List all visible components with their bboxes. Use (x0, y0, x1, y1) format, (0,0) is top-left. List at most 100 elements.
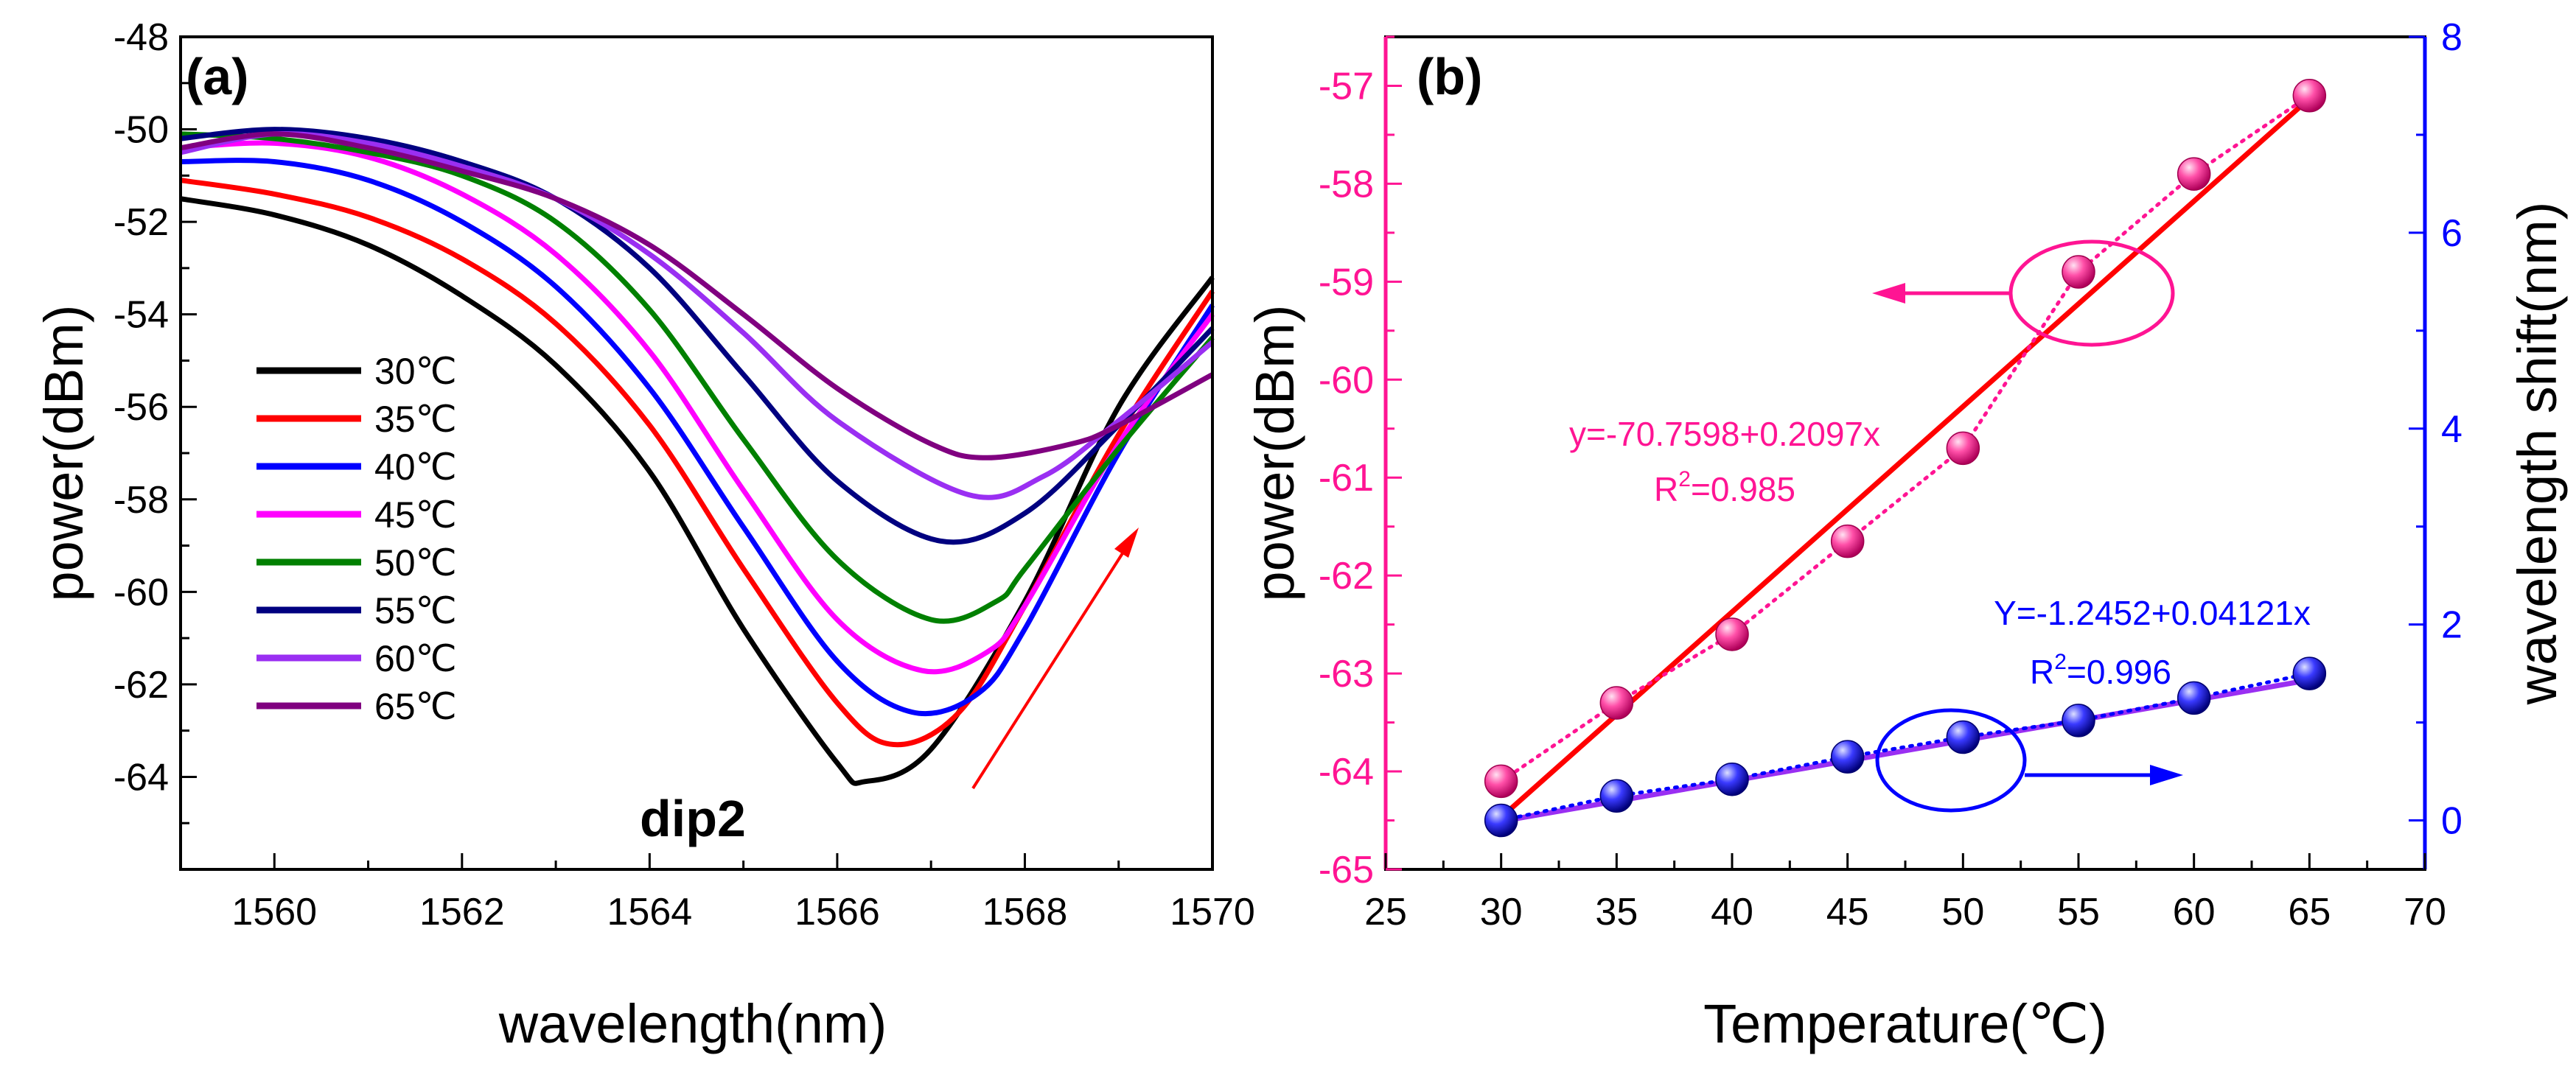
chart-b-x-tick-label: 50 (1941, 891, 1984, 933)
chart-b-point-shift-5 (2062, 704, 2095, 738)
chart-a-legend-label: 65℃ (374, 686, 457, 727)
chart-b-y-left-tick-label: -62 (1319, 555, 1374, 598)
chart-b-markers (1484, 79, 2327, 838)
chart-a-y-tick-label: -52 (114, 201, 169, 244)
chart-b-point-power-6 (2177, 157, 2211, 191)
chart-b-y-left-tick-label: -61 (1319, 457, 1374, 500)
chart-a-y-tick-label: -50 (114, 109, 169, 152)
chart-b-fit-line-0 (1499, 97, 2311, 819)
chart-a-shift-arrow (971, 544, 1129, 790)
chart-a-series-5 (180, 127, 1215, 545)
chart-b-point-power-7 (2292, 79, 2327, 113)
chart-b-y-left-tick-label: -64 (1319, 751, 1374, 794)
chart-b-y-left-tick-label: -57 (1319, 65, 1374, 108)
chart-a-series-4 (180, 131, 1215, 624)
chart-a-series-3 (180, 140, 1215, 675)
chart-b-y-left-tick-label: -58 (1319, 163, 1374, 206)
chart-b-fit-power-r2-value: =0.985 (1691, 470, 1795, 508)
chart-b-x-tick-label: 60 (2173, 891, 2216, 933)
chart-a-series-0 (180, 196, 1215, 786)
chart-a-y-tick-label: -54 (114, 294, 169, 337)
chart-b-dotted-line-0 (1499, 94, 2311, 783)
chart-a-x-axis-label: wavelength(nm) (498, 993, 887, 1054)
chart-a-y-tick-label: -58 (114, 479, 169, 522)
chart-b-point-shift-7 (2292, 656, 2327, 690)
chart-a-x-tick-label: 1568 (982, 891, 1068, 933)
chart-b-fit-shift-r2: R2=0.996 (2030, 650, 2171, 691)
chart-b-point-shift-0 (1484, 803, 1518, 838)
chart-b-point-power-5 (2062, 255, 2095, 289)
chart-a: 1560 1562 1564 1566 1568 1570 -48 -50 -52 -54 -56 -… (33, 16, 1255, 1054)
chart-b-x-tick-label: 45 (1826, 891, 1869, 933)
chart-b-point-shift-1 (1599, 779, 1634, 813)
chart-a-shift-arrowhead (1114, 528, 1139, 558)
chart-b-point-shift-6 (2177, 681, 2211, 715)
chart-b-x-tick-label: 35 (1595, 891, 1638, 933)
chart-a-legend: 30℃ 35℃ 40℃ 45℃ 50℃ 55℃ 60℃ 65℃ (256, 351, 457, 727)
chart-b-y-left-tick-label: -63 (1319, 653, 1374, 696)
chart-b-y-right-tick-label: 6 (2441, 212, 2462, 255)
chart-a-x-tick-label: 1562 (419, 891, 505, 933)
chart-b-y-left-tick-label: -65 (1319, 849, 1374, 891)
chart-a-y-axis-label: power(dBm) (33, 305, 94, 602)
chart-a-legend-label: 60℃ (374, 638, 457, 679)
chart-a-panel-label: (a) (186, 48, 249, 105)
chart-b-fit-power-r2: R2=0.985 (1654, 467, 1795, 508)
chart-a-x-tick-label: 1560 (231, 891, 317, 933)
chart-a-legend-label: 50℃ (374, 542, 457, 584)
chart-b-fit-line-1 (1501, 677, 2310, 824)
chart-b-fit-shift-equation: Y=-1.2452+0.04121x (1994, 594, 2311, 632)
chart-b-fit-shift-r2-label: R (2030, 653, 2054, 691)
chart-a-y-tick-label: -62 (114, 664, 169, 707)
chart-a-ticks: 1560 1562 1564 1566 1568 1570 -48 -50 -52 -54 -56 -… (114, 16, 1255, 933)
chart-a-frame (179, 35, 1214, 871)
chart-a-x-tick-label: 1564 (607, 891, 693, 933)
chart-b-point-power-2 (1715, 617, 1749, 651)
chart-b-y-right-tick-label: 0 (2441, 800, 2462, 843)
chart-a-y-tick-label: -60 (114, 571, 169, 614)
chart-b-x-axis-label: Temperature(℃) (1703, 993, 2107, 1054)
chart-a-series-2 (180, 158, 1215, 717)
chart-b-y-right-tick-label: 4 (2441, 408, 2462, 451)
chart-b-x-tick-label: 40 (1711, 891, 1753, 933)
chart-b-fit-shift-r2-sup: 2 (2054, 650, 2067, 674)
chart-a-series-6 (180, 130, 1215, 500)
chart-b-dotted-connectors (1499, 94, 2311, 822)
chart-b-point-power-0 (1484, 764, 1518, 799)
chart-b-fit-power-r2-label: R (1654, 470, 1678, 508)
chart-a-y-tick-label: -48 (114, 16, 169, 59)
chart-a-legend-label: 55℃ (374, 590, 457, 631)
chart-b-shift-arrowhead (2150, 765, 2183, 785)
chart-b-y-right-tick-label: 2 (2441, 604, 2462, 647)
chart-b-power-arrowhead (1872, 283, 1905, 304)
chart-b-y-left-tick-label: -59 (1319, 261, 1374, 304)
chart-a-x-tick-label: 1570 (1170, 891, 1255, 933)
chart-b-fit-lines (1499, 97, 2311, 824)
chart-a-y-tick-label: -64 (114, 756, 169, 799)
chart-b-x-tick-label: 65 (2288, 891, 2331, 933)
chart-b-x-tick-label: 30 (1480, 891, 1523, 933)
chart-a-x-tick-label: 1566 (795, 891, 880, 933)
chart-a-legend-label: 35℃ (374, 399, 457, 440)
chart-a-series-7 (180, 131, 1214, 460)
chart-b-point-shift-2 (1715, 762, 1749, 796)
chart-b-point-power-1 (1599, 686, 1634, 720)
chart-b-point-shift-4 (1946, 720, 1980, 754)
chart-b-point-power-4 (1946, 431, 1980, 466)
chart-b-fit-shift-r2-value: =0.996 (2067, 653, 2171, 691)
chart-b-y-right-tick-label: 8 (2441, 16, 2462, 59)
chart-a-legend-label: 40℃ (374, 446, 457, 488)
chart-b-point-power-3 (1830, 524, 1865, 558)
chart-b-x-tick-label: 55 (2057, 891, 2100, 933)
chart-a-y-tick-label: -56 (114, 386, 169, 429)
chart-a-legend-label: 45℃ (374, 494, 457, 536)
chart-b-y-right-axis-label: wavelength shift(nm) (2507, 202, 2568, 706)
chart-b-point-shift-3 (1830, 740, 1865, 774)
chart-b-dotted-line-1 (1499, 671, 2311, 822)
chart-b-shift-ellipse (1875, 708, 2027, 813)
chart-a-legend-label: 30℃ (374, 351, 457, 392)
chart-b-panel-label: (b) (1417, 48, 1482, 105)
chart-a-annotation-dip2: dip2 (640, 790, 746, 847)
chart-b-y-left-tick-label: -60 (1319, 359, 1374, 402)
